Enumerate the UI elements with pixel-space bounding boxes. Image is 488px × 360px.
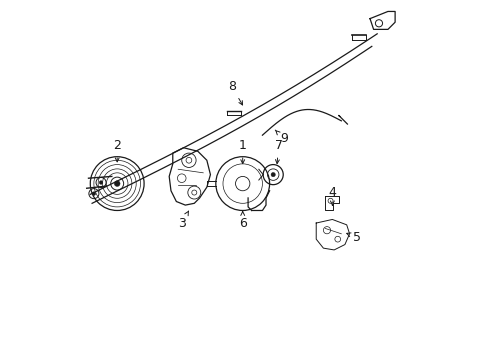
- Text: 1: 1: [238, 139, 246, 163]
- Circle shape: [99, 181, 102, 184]
- Circle shape: [114, 181, 120, 186]
- Circle shape: [270, 172, 275, 177]
- Text: 3: 3: [178, 211, 188, 230]
- Text: 7: 7: [274, 139, 282, 163]
- Text: 4: 4: [328, 186, 336, 205]
- Text: 8: 8: [227, 80, 242, 105]
- Circle shape: [92, 192, 96, 195]
- Text: 5: 5: [346, 231, 361, 244]
- Text: 9: 9: [275, 130, 287, 145]
- Text: 2: 2: [113, 139, 121, 162]
- Text: 6: 6: [238, 211, 246, 230]
